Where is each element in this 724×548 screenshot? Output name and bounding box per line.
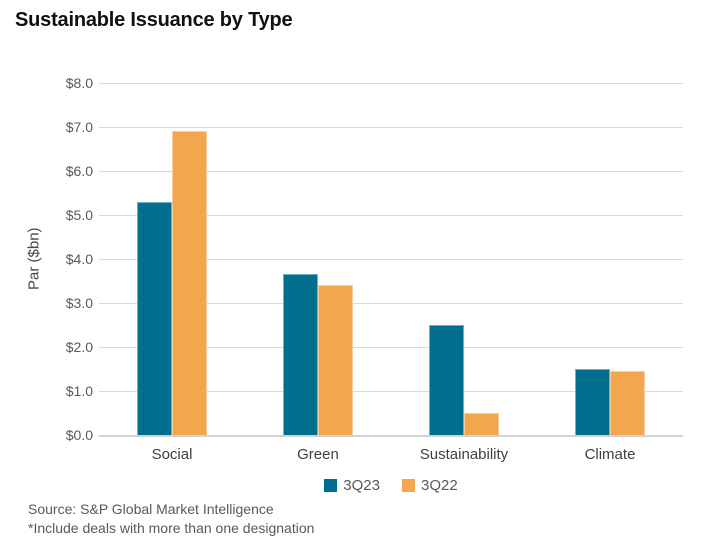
gridline	[99, 259, 683, 260]
gridline	[99, 127, 683, 128]
gridline	[99, 171, 683, 172]
bar-climate-3q23	[575, 369, 610, 435]
legend-item-3q22: 3Q22	[402, 477, 458, 494]
y-axis-tick-label: $2.0	[65, 339, 93, 355]
legend-item-3q23: 3Q23	[324, 477, 380, 494]
y-axis-tick-label: $0.0	[65, 427, 93, 443]
gridline	[99, 215, 683, 216]
y-axis-tick-label: $8.0	[65, 75, 93, 91]
legend-swatch-icon	[324, 479, 338, 492]
gridline	[99, 347, 683, 348]
x-axis-category-label: Climate	[584, 446, 636, 463]
x-axis-category-labels: Social Green Sustainability Climate	[99, 446, 683, 466]
bar-social-3q22	[172, 131, 207, 435]
chart-title: Sustainable Issuance by Type	[15, 9, 293, 31]
legend-label: 3Q23	[343, 477, 380, 494]
gridline	[99, 83, 683, 84]
y-axis-tick-label: $7.0	[65, 119, 93, 135]
y-axis-tick-labels: $0.0 $1.0 $2.0 $3.0 $4.0 $5.0 $6.0 $7.0 $8.0	[40, 75, 93, 443]
x-axis-category-label: Green	[297, 446, 339, 463]
bar-social-3q23	[137, 202, 172, 435]
y-axis-tick-label: $3.0	[65, 295, 93, 311]
legend-swatch-icon	[402, 479, 415, 492]
gridline	[99, 391, 683, 392]
legend-label: 3Q22	[421, 477, 458, 494]
source-note: Source: S&P Global Market Intelligence *…	[28, 500, 314, 538]
bar-green-3q22	[318, 285, 353, 435]
y-axis-tick-label: $4.0	[65, 251, 93, 267]
plot-area	[99, 83, 683, 437]
source-line: Source: S&P Global Market Intelligence	[28, 501, 274, 517]
x-axis-category-label: Sustainability	[419, 446, 509, 463]
y-axis-tick-label: $6.0	[65, 163, 93, 179]
x-axis-category-label: Social	[151, 446, 193, 463]
bar-climate-3q22	[610, 371, 645, 435]
y-axis-tick-label: $5.0	[65, 207, 93, 223]
y-axis-tick-label: $1.0	[65, 383, 93, 399]
bar-green-3q23	[283, 274, 318, 435]
bar-sustainability-3q23	[429, 325, 464, 435]
footnote-line: *Include deals with more than one design…	[28, 520, 315, 536]
legend: 3Q23 3Q22	[99, 477, 683, 494]
bar-sustainability-3q22	[464, 413, 499, 435]
gridline	[99, 303, 683, 304]
